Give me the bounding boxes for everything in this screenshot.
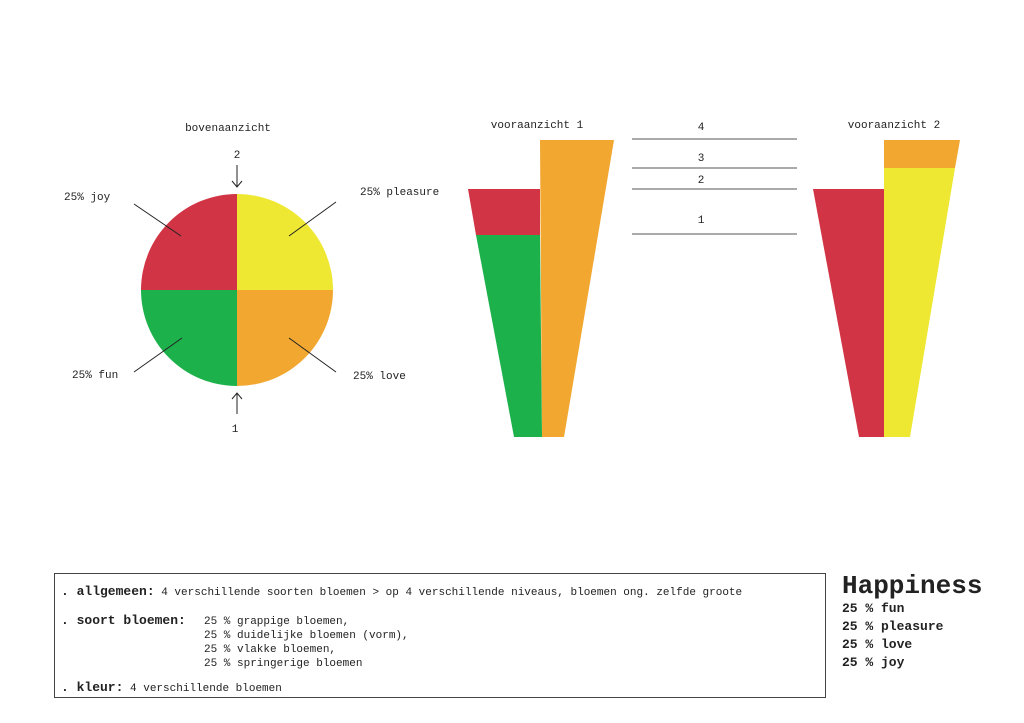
- legend-item: 25 % joy: [842, 655, 905, 670]
- leader-lines: [133, 201, 337, 373]
- soort-item: 25 % duidelijke bloemen (vorm),: [204, 630, 409, 642]
- label-pleasure: 25% pleasure: [360, 187, 439, 199]
- front2-pleasure-block: [884, 168, 955, 437]
- top-view-title: bovenaanzicht: [185, 123, 271, 135]
- leader-line-pleasure: [288, 201, 337, 237]
- pie-slice-joy: [141, 194, 237, 290]
- level-scale: [632, 138, 797, 235]
- legend-item: 25 % fun: [842, 601, 905, 616]
- arrow-up-icon: [231, 392, 243, 414]
- pie-chart: [141, 194, 333, 386]
- allgemeen-text: 4 verschillende soorten bloemen > op 4 v…: [161, 587, 743, 599]
- soort-item: 25 % vlakke bloemen,: [204, 644, 337, 656]
- description-box: . allgemeen: 4 verschillende soorten blo…: [54, 573, 826, 698]
- soort-key: . soort bloemen:: [61, 613, 186, 628]
- front-view-1-title: vooraanzicht 1: [491, 120, 584, 132]
- legend-item: 25 % love: [842, 637, 913, 652]
- front-view-2: [813, 140, 960, 437]
- front2-love-block: [884, 140, 960, 168]
- level-label-4: 4: [698, 122, 705, 134]
- allgemeen-key: . allgemeen:: [61, 584, 155, 599]
- level-label-1: 1: [698, 215, 705, 227]
- leader-line-fun: [133, 337, 183, 373]
- front1-fun-block: [476, 235, 542, 437]
- front1-joy-block: [468, 189, 540, 235]
- leader-line-love: [288, 337, 337, 373]
- pie-slice-fun: [141, 290, 237, 386]
- allgemeen-row: . allgemeen: 4 verschillende soorten blo…: [61, 585, 742, 600]
- arrow-bottom-label: 1: [232, 424, 239, 436]
- arrow-top-label: 2: [234, 150, 241, 162]
- soort-item: 25 % springerige bloemen: [204, 658, 363, 670]
- leader-line-joy: [133, 203, 182, 237]
- soort-item: 25 % grappige bloemen,: [204, 616, 350, 628]
- label-love: 25% love: [353, 371, 406, 383]
- pie-slice-pleasure: [237, 194, 333, 290]
- kleur-row: . kleur: 4 verschillende bloemen: [61, 681, 282, 696]
- kleur-text: 4 verschillende bloemen: [130, 683, 282, 695]
- front-view-2-title: vooraanzicht 2: [848, 120, 940, 132]
- label-fun: 25% fun: [72, 370, 118, 382]
- pie-slice-love: [237, 290, 333, 386]
- front1-love-block: [540, 140, 614, 437]
- level-label-2: 2: [698, 175, 705, 187]
- arrow-down-icon: [231, 165, 243, 188]
- level-label-3: 3: [698, 153, 705, 165]
- soort-row: . soort bloemen:: [61, 614, 186, 629]
- legend-item: 25 % pleasure: [842, 619, 944, 634]
- front2-joy-block: [813, 189, 884, 437]
- legend-title: Happiness: [842, 571, 983, 601]
- label-joy: 25% joy: [64, 192, 111, 204]
- front-view-1: [468, 140, 614, 437]
- kleur-key: . kleur:: [61, 680, 124, 695]
- happiness-legend: Happiness 25 % fun 25 % pleasure 25 % lo…: [842, 572, 1018, 672]
